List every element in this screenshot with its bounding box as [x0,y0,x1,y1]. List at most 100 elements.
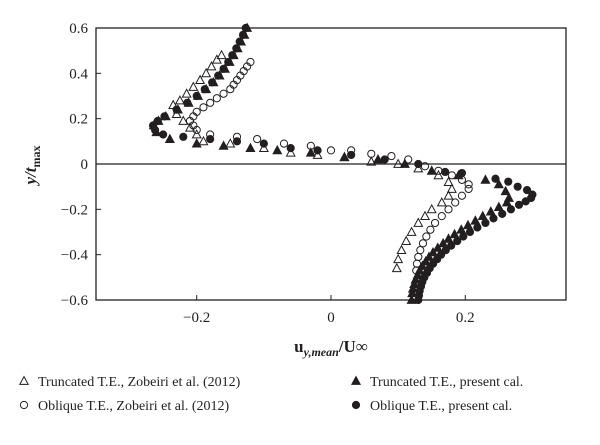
data-point [238,30,248,39]
data-point [465,227,475,237]
data-point [192,91,201,101]
data-point [195,74,206,85]
data-point [219,64,228,73]
data-point [447,171,456,180]
data-point [208,78,217,87]
data-point [312,149,323,159]
data-point [347,150,356,160]
data-point [493,178,504,189]
data-point [470,215,481,225]
data-point [216,49,227,60]
data-point [393,253,404,264]
data-point [181,88,192,98]
data-point [372,154,384,164]
data-point [422,232,431,241]
data-point [514,200,524,209]
data-point [443,233,454,243]
data-point [426,203,437,214]
data-point [449,228,460,239]
legend-item: Truncated T.E., Zobeiri et al. (2012) [18,375,241,390]
data-point [430,218,440,228]
data-point [464,180,473,189]
y-axis-label: y/tmax [21,146,43,187]
data-point [198,135,209,146]
data-point [464,184,473,194]
data-point [199,103,208,112]
data-point [367,149,376,158]
legend-item: Oblique T.E., Zobeiri et al. (2012) [19,399,229,414]
data-point [178,115,189,125]
x-tick-label: 0 [327,310,335,326]
data-point [253,134,262,144]
data-point [462,219,474,230]
data-point [211,54,222,64]
y-tick-label: 0.6 [69,21,88,37]
data-point [183,98,192,107]
data-point [444,205,453,214]
data-point [456,224,467,234]
data-point [226,85,235,94]
data-point [212,94,221,103]
y-tick-label: 0.4 [69,66,88,82]
legend-item: Truncated T.E., present cal. [350,375,523,390]
data-point [245,142,256,153]
data-point [477,210,488,221]
data-point [447,241,456,250]
data-point [443,176,454,187]
data-point [172,105,181,114]
data-point [504,177,513,186]
data-point [272,144,283,155]
data-point [438,237,449,248]
data-point [480,174,491,184]
data-point [446,183,457,193]
data-point [521,197,530,206]
data-point [387,151,396,161]
legend-marker-icon [351,400,361,410]
data-point [179,132,188,141]
data-point [493,201,504,211]
data-point [184,122,196,132]
data-point [259,139,268,148]
data-point [232,137,242,146]
data-point [481,218,490,228]
data-point [279,139,289,148]
data-point [391,262,402,273]
data-point [413,217,424,227]
data-point [453,236,462,246]
x-tick-label: −0.2 [183,310,210,326]
data-point [206,98,215,107]
x-tick-label: 0.2 [456,310,475,326]
data-point [150,125,160,135]
data-point [457,168,467,178]
data-point [491,174,500,183]
data-point [191,138,202,148]
data-point [485,206,496,216]
data-point [206,134,215,144]
data-point [401,235,412,245]
data-point [164,133,175,143]
data-point [201,67,212,78]
axis-ticks: −0.2 0 0.2 0.6 0.4 0.2 0 −0.2 −0.4 −0.6 [61,21,475,326]
data-point [305,147,316,157]
data-point [396,244,407,255]
data-point [432,242,443,252]
data-point [286,144,295,153]
x-axis-label: uy,mean/U∞ [294,337,368,359]
y-tick-label: 0.2 [69,112,88,128]
data-point [428,246,439,257]
data-point [416,246,425,255]
data-point [498,209,507,218]
data-point [228,51,237,60]
legend-label: Oblique T.E., Zobeiri et al. (2012) [38,399,229,414]
data-point [235,37,244,46]
legend-label: Oblique T.E., present cal. [370,399,512,414]
data-point [473,223,482,232]
data-point [366,156,377,166]
data-point [522,185,532,195]
y-tick-label: 0 [81,157,89,173]
data-point [433,169,444,180]
data-point [219,89,228,98]
data-point [441,167,450,177]
data-point [214,71,223,80]
